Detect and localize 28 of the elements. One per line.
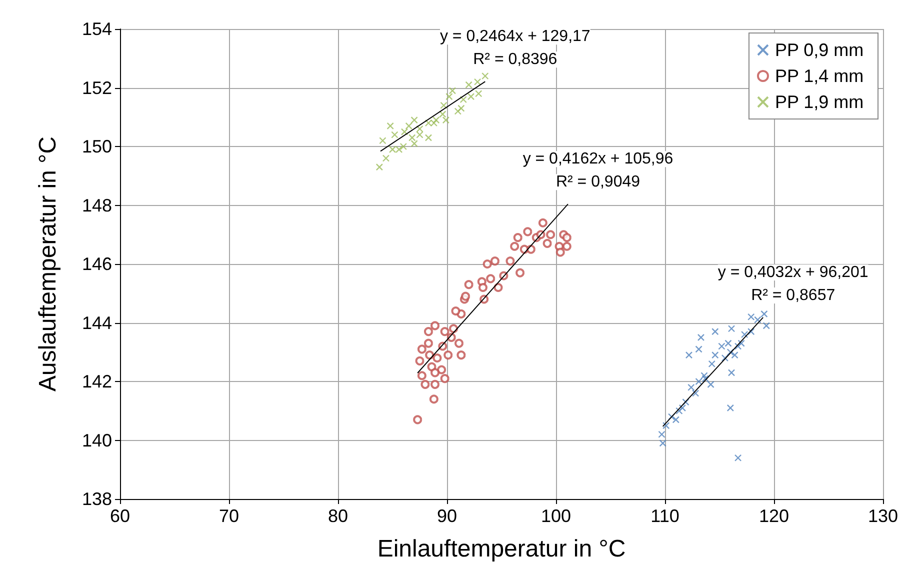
legend-label: PP 1,4 mm — [774, 66, 864, 86]
y-tick-label: 154 — [82, 19, 112, 39]
y-tick-label: 144 — [82, 312, 112, 333]
x-tick-label: 100 — [540, 506, 572, 526]
x-tick-label: 120 — [758, 506, 790, 526]
y-tick-label: 146 — [82, 254, 112, 274]
annotation: R² = 0,8396 — [473, 51, 558, 68]
annotation: R² = 0,8657 — [751, 286, 836, 304]
y-tick-label: 138 — [82, 489, 112, 509]
annotation: R² = 0,9049 — [556, 174, 640, 191]
y-axis-title: Auslauftemperatur in °C — [34, 136, 62, 392]
x-tick-label: 90 — [436, 506, 458, 526]
x-tick-label: 110 — [650, 506, 680, 526]
y-tick-label: 152 — [82, 78, 112, 98]
annotation: y = 0,2464x + 129,17 — [440, 28, 590, 46]
y-tick-label: 148 — [82, 195, 112, 216]
x-tick-label: 60 — [110, 506, 130, 526]
x-tick-label: 70 — [218, 506, 240, 526]
annotation: y = 0,4032x + 96,201 — [718, 264, 868, 281]
x-tick-label: 130 — [868, 506, 898, 526]
x-axis-title: Einlauftemperatur in °C — [377, 536, 626, 562]
annotation: y = 0,4162x + 105,96 — [522, 150, 674, 168]
legend-label: PP 0,9 mm — [774, 40, 864, 60]
y-tick-label: 142 — [82, 372, 112, 392]
y-tick-label: 150 — [82, 136, 112, 156]
x-tick-label: 80 — [328, 506, 348, 526]
y-tick-label: 140 — [82, 430, 112, 450]
legend-label: PP 1,9 mm — [774, 92, 864, 112]
